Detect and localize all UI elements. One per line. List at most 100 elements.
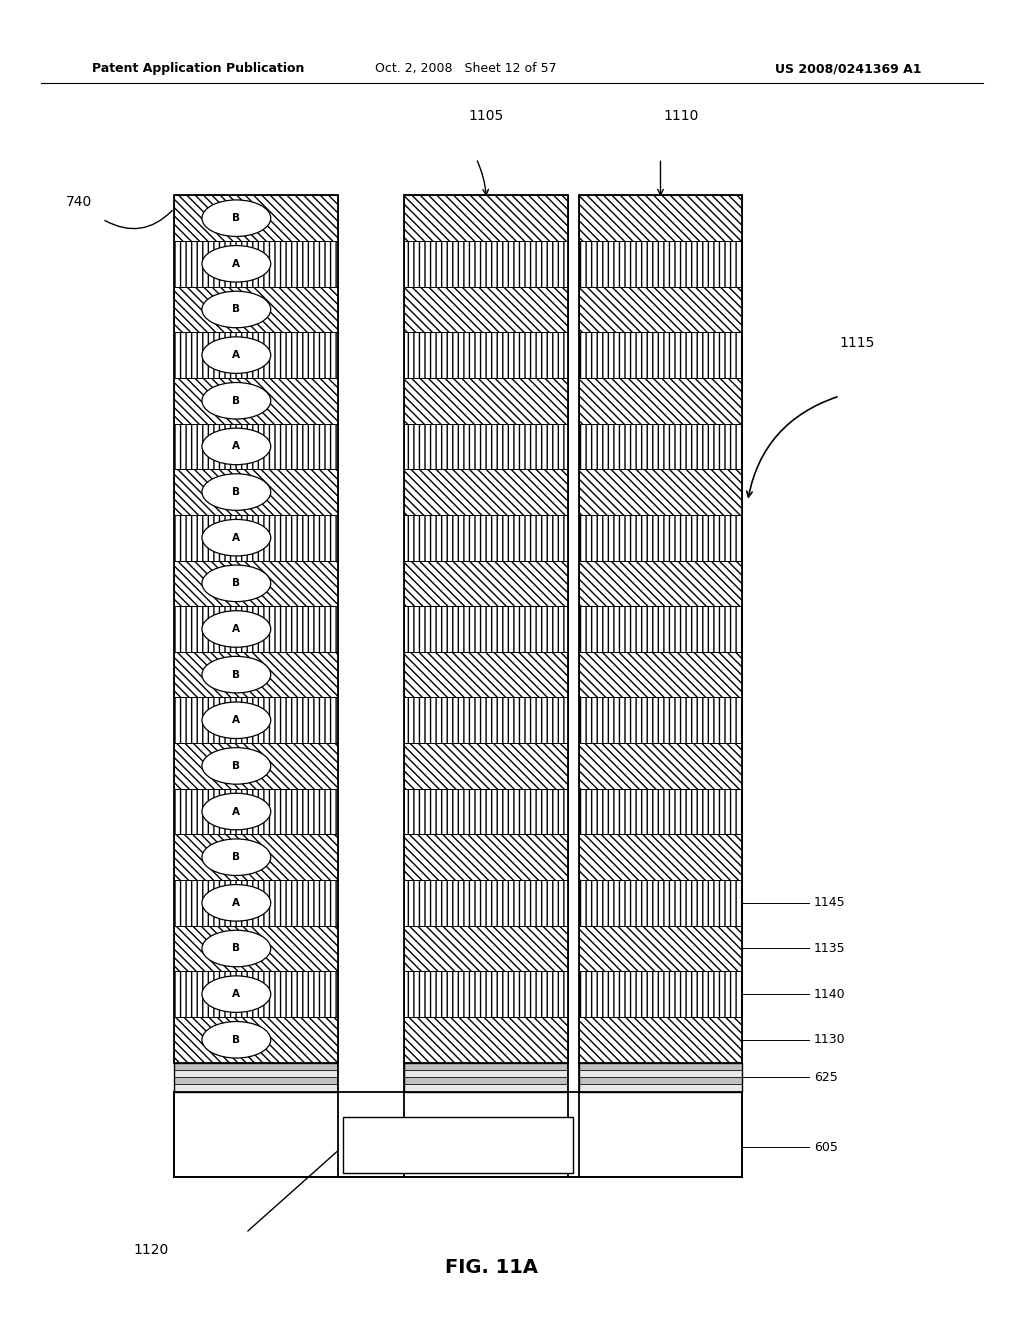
Bar	[404, 469, 568, 515]
Text: Patent Application Publication: Patent Application Publication	[92, 62, 304, 75]
Bar	[579, 1077, 742, 1085]
Bar	[404, 195, 568, 242]
Bar	[404, 1016, 568, 1063]
Bar	[174, 424, 338, 469]
Text: A: A	[232, 989, 241, 999]
Text: B: B	[232, 396, 241, 405]
Bar	[404, 789, 568, 834]
Bar	[174, 789, 338, 834]
Bar	[174, 652, 338, 697]
Text: A: A	[232, 715, 241, 725]
Bar	[404, 880, 568, 925]
Bar	[174, 880, 338, 925]
Text: 1115: 1115	[840, 337, 876, 350]
Ellipse shape	[202, 337, 270, 374]
Bar	[579, 469, 742, 515]
Bar	[579, 424, 742, 469]
Bar	[404, 561, 568, 606]
Bar	[174, 834, 338, 880]
Text: A: A	[232, 807, 241, 817]
Bar	[174, 925, 338, 972]
Text: 1130: 1130	[814, 1034, 846, 1047]
Bar	[579, 378, 742, 424]
Bar	[404, 1077, 568, 1085]
Bar	[174, 561, 338, 606]
Text: B: B	[232, 305, 241, 314]
Bar	[579, 561, 742, 606]
Bar	[174, 1084, 338, 1092]
Bar	[404, 1069, 568, 1077]
Ellipse shape	[202, 199, 270, 236]
Text: 605: 605	[814, 1140, 838, 1154]
Bar	[404, 1084, 568, 1092]
Bar	[579, 242, 742, 286]
Bar	[174, 333, 338, 378]
Text: B: B	[232, 214, 241, 223]
Bar	[174, 1092, 742, 1177]
Text: B: B	[232, 578, 241, 589]
Bar	[579, 195, 742, 242]
Bar	[579, 697, 742, 743]
Bar	[174, 242, 338, 286]
Bar	[404, 515, 568, 561]
Bar	[174, 606, 338, 652]
Ellipse shape	[202, 565, 270, 602]
Bar	[174, 515, 338, 561]
Text: 1145: 1145	[814, 896, 846, 909]
Bar	[404, 378, 568, 424]
Bar	[404, 743, 568, 789]
Text: A: A	[232, 533, 241, 543]
Bar	[338, 1063, 404, 1179]
Ellipse shape	[202, 474, 270, 511]
Text: B: B	[232, 1035, 241, 1044]
Bar	[404, 1063, 568, 1069]
Ellipse shape	[202, 931, 270, 966]
Ellipse shape	[202, 884, 270, 921]
Text: 1140: 1140	[814, 987, 846, 1001]
Bar	[404, 606, 568, 652]
Text: A: A	[232, 350, 241, 360]
Text: A: A	[232, 898, 241, 908]
Bar	[174, 1063, 338, 1069]
Bar	[404, 834, 568, 880]
Bar	[174, 195, 338, 1063]
Text: B: B	[232, 669, 241, 680]
Text: A: A	[232, 624, 241, 634]
Text: 1120: 1120	[134, 1243, 169, 1257]
Text: B: B	[232, 760, 241, 771]
Bar	[579, 972, 742, 1016]
Bar	[404, 925, 568, 972]
Text: US 2008/0241369 A1: US 2008/0241369 A1	[775, 62, 922, 75]
Bar	[174, 972, 338, 1016]
Bar	[579, 195, 742, 1063]
Ellipse shape	[202, 793, 270, 830]
Bar	[579, 1063, 742, 1069]
Text: 625: 625	[814, 1071, 838, 1084]
Ellipse shape	[202, 656, 270, 693]
Bar	[404, 972, 568, 1016]
Text: FIG. 11A: FIG. 11A	[445, 1258, 538, 1276]
Bar	[404, 286, 568, 333]
Text: B: B	[232, 853, 241, 862]
Bar	[174, 697, 338, 743]
Ellipse shape	[202, 292, 270, 327]
Bar	[579, 925, 742, 972]
Text: B: B	[232, 487, 241, 498]
Ellipse shape	[202, 1022, 270, 1059]
Bar	[404, 195, 568, 1063]
Bar	[404, 697, 568, 743]
Text: A: A	[232, 259, 241, 269]
Bar	[579, 606, 742, 652]
Bar	[579, 1069, 742, 1077]
Ellipse shape	[202, 520, 270, 556]
Ellipse shape	[202, 428, 270, 465]
Bar	[579, 515, 742, 561]
Ellipse shape	[202, 246, 270, 282]
Bar	[568, 1063, 579, 1179]
Bar	[343, 1117, 573, 1173]
Bar	[174, 286, 338, 333]
Bar	[579, 880, 742, 925]
Text: 1135: 1135	[814, 942, 846, 954]
Bar	[404, 424, 568, 469]
Ellipse shape	[202, 747, 270, 784]
